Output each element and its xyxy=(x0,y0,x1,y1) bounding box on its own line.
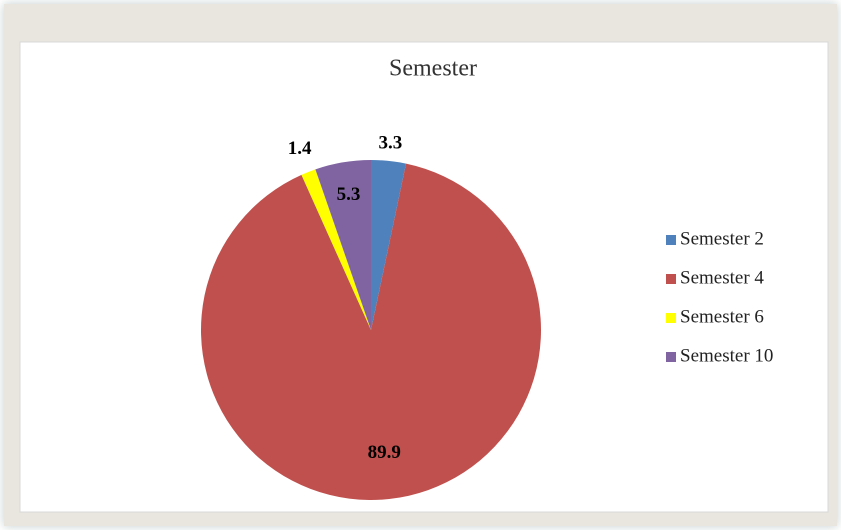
pie-slice xyxy=(371,160,407,330)
pie-slice xyxy=(315,160,371,330)
data-label: 5.3 xyxy=(337,184,361,205)
legend-swatch xyxy=(666,313,676,323)
legend-swatch xyxy=(666,235,676,245)
chart-title: Semester xyxy=(389,56,477,82)
legend-swatch xyxy=(666,352,676,362)
legend-label: Semester 6 xyxy=(680,306,764,327)
legend-swatch xyxy=(666,274,676,284)
legend-label: Semester 10 xyxy=(680,345,773,366)
legend-label: Semester 2 xyxy=(680,228,764,249)
legend-label: Semester 4 xyxy=(680,267,764,288)
pie-slice xyxy=(301,169,371,330)
data-label: 89.9 xyxy=(368,442,401,463)
data-label: 3.3 xyxy=(378,132,402,153)
data-label: 1.4 xyxy=(288,138,312,159)
pie-slice xyxy=(201,163,541,501)
